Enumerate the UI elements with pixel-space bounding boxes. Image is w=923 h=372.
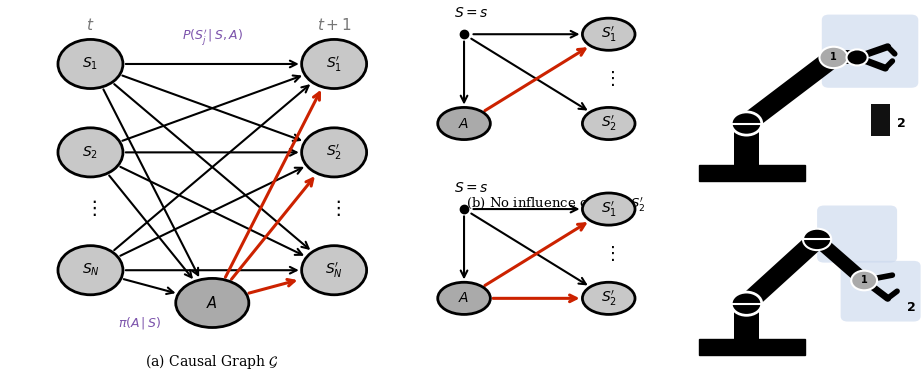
Text: $S_1$: $S_1$ [82, 56, 99, 72]
Text: $S_2'$: $S_2'$ [326, 143, 342, 162]
Ellipse shape [438, 108, 490, 140]
Circle shape [731, 292, 761, 315]
Ellipse shape [582, 193, 635, 225]
Circle shape [851, 271, 877, 290]
Text: $S=s$: $S=s$ [453, 6, 488, 20]
Text: 2: 2 [906, 301, 916, 314]
Text: 1: 1 [830, 52, 837, 62]
Text: $S_1'$: $S_1'$ [601, 25, 617, 44]
FancyBboxPatch shape [700, 339, 805, 356]
Text: $A$: $A$ [459, 116, 470, 131]
Text: $S_N$: $S_N$ [81, 262, 100, 278]
Text: $t$: $t$ [86, 17, 95, 33]
Bar [871, 104, 890, 136]
FancyBboxPatch shape [841, 261, 920, 321]
Text: $S=s$: $S=s$ [453, 181, 488, 195]
Text: (a) Causal Graph $\mathcal{G}$: (a) Causal Graph $\mathcal{G}$ [146, 352, 279, 371]
Text: $P(S_j'\,|\,S, A)$: $P(S_j'\,|\,S, A)$ [182, 28, 243, 48]
FancyBboxPatch shape [817, 205, 897, 263]
Circle shape [846, 49, 868, 65]
Text: $\vdots$: $\vdots$ [84, 198, 97, 218]
Text: $\pi(A\,|\,S)$: $\pi(A\,|\,S)$ [118, 315, 161, 331]
FancyBboxPatch shape [821, 15, 918, 88]
Text: $A$: $A$ [459, 291, 470, 305]
Ellipse shape [58, 246, 123, 295]
Text: 1: 1 [861, 276, 868, 285]
Text: (c) Influence of $A$ on $S_1'$ and $S_2'$: (c) Influence of $A$ on $S_1'$ and $S_2'… [454, 370, 658, 372]
Ellipse shape [582, 282, 635, 314]
Text: $S_2'$: $S_2'$ [601, 114, 617, 133]
Text: $S_2$: $S_2$ [82, 144, 99, 161]
Circle shape [803, 229, 832, 250]
Text: (b) No influence of $A$ on $S_2'$: (b) No influence of $A$ on $S_2'$ [466, 195, 646, 213]
Ellipse shape [438, 282, 490, 314]
Text: $S_2'$: $S_2'$ [601, 289, 617, 308]
Ellipse shape [582, 108, 635, 140]
FancyBboxPatch shape [700, 164, 805, 181]
Text: 2: 2 [897, 117, 905, 130]
Text: $A$: $A$ [207, 295, 218, 311]
Text: $S_1'$: $S_1'$ [326, 54, 342, 74]
Ellipse shape [58, 39, 123, 89]
Ellipse shape [582, 18, 635, 50]
Ellipse shape [58, 128, 123, 177]
Ellipse shape [302, 246, 366, 295]
Ellipse shape [302, 39, 366, 89]
Circle shape [731, 112, 761, 135]
Ellipse shape [302, 128, 366, 177]
Text: $\vdots$: $\vdots$ [603, 69, 615, 89]
Text: $S_N'$: $S_N'$ [325, 261, 343, 280]
Text: $t+1$: $t+1$ [317, 17, 352, 33]
Text: $\vdots$: $\vdots$ [328, 198, 341, 218]
Text: $S_1'$: $S_1'$ [601, 199, 617, 219]
Circle shape [820, 47, 847, 68]
Ellipse shape [175, 278, 249, 327]
Text: $\vdots$: $\vdots$ [603, 244, 615, 263]
